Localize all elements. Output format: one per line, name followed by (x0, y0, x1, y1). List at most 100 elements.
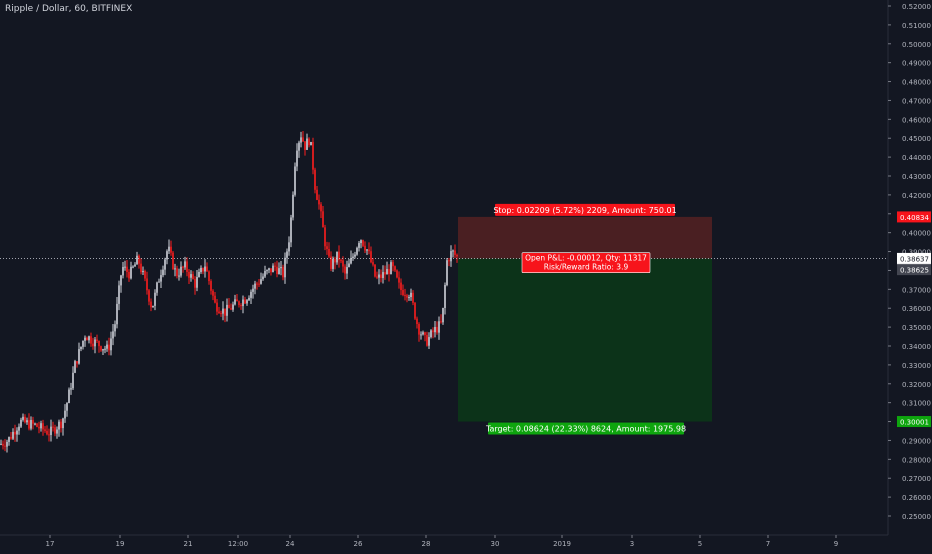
candle-body (16, 430, 18, 435)
candle-body (94, 339, 96, 347)
chart-title: Ripple / Dollar, 60, BITFINEX (5, 4, 133, 14)
candle-body (296, 150, 298, 167)
candle-body (358, 243, 360, 248)
y-tick-label: 0.45000 (902, 135, 931, 143)
candle-body (102, 349, 104, 351)
candle-body (64, 410, 66, 419)
candle-body (338, 251, 340, 261)
candle-body (316, 189, 318, 200)
candle-body (332, 259, 334, 269)
candle-body (142, 271, 144, 273)
candle-body (132, 266, 134, 268)
stop-zone[interactable] (458, 216, 712, 259)
candle-body (292, 194, 294, 218)
candle-body (452, 250, 454, 252)
candle-body (212, 290, 214, 296)
candle-body (76, 361, 78, 364)
candle-body (108, 344, 110, 351)
target-zone[interactable] (458, 258, 712, 422)
candle-body (162, 269, 164, 276)
candle-body (390, 262, 392, 275)
x-tick-label: 9 (834, 540, 838, 548)
candle-body (242, 299, 244, 307)
y-tick-label: 0.35000 (902, 324, 931, 332)
candle-body (226, 304, 228, 316)
candle-body (238, 301, 240, 306)
candle-body (172, 252, 174, 269)
candle-body (20, 419, 22, 427)
candle-body (164, 259, 166, 270)
candle-body (326, 246, 328, 250)
stop-label-bg (495, 203, 675, 216)
candle-body (78, 349, 80, 364)
candle-body (222, 308, 224, 314)
candle-body (306, 138, 308, 150)
candle-body (356, 247, 358, 255)
candle-body (336, 251, 338, 263)
candle-body (134, 264, 136, 267)
candle-body (202, 267, 204, 272)
y-tick-label: 0.26000 (902, 494, 931, 502)
candle-body (234, 299, 236, 305)
candle-body (344, 266, 346, 274)
candle-body (70, 388, 72, 390)
y-tick-label: 0.46000 (902, 116, 931, 124)
candle-body (276, 266, 278, 275)
target-price-badge: 0.30001 (900, 419, 929, 427)
candle-body (398, 277, 400, 283)
candle-body (96, 339, 98, 341)
candle-body (126, 266, 128, 273)
candle-body (232, 304, 234, 310)
candle-body (118, 285, 120, 304)
y-tick-label: 0.52000 (902, 3, 931, 11)
candle-body (428, 337, 430, 346)
candle-body (176, 268, 178, 276)
candle-body (236, 299, 238, 302)
candle-body (156, 282, 158, 293)
candle-body (150, 301, 152, 308)
candle-body (374, 264, 376, 277)
entry-price-badge: 0.38625 (900, 267, 929, 275)
candle-body (2, 443, 4, 446)
y-tick-label: 0.47000 (902, 97, 931, 105)
candle-body (62, 418, 64, 429)
x-tick-label: 12:00 (228, 540, 248, 548)
candle-body (350, 258, 352, 264)
y-tick-label: 0.44000 (902, 154, 931, 162)
y-tick-label: 0.50000 (902, 41, 931, 49)
candle-body (448, 260, 450, 262)
pnl-line: Open P&L: -0.00012, Qty: 11317 (525, 254, 647, 263)
candle-body (392, 262, 394, 267)
candle-body (342, 260, 344, 267)
candle-body (454, 250, 456, 255)
candle-body (252, 288, 254, 292)
candle-body (418, 324, 420, 335)
candle-body (190, 274, 192, 278)
candle-body (130, 266, 132, 279)
y-tick-label: 0.48000 (902, 79, 931, 87)
candle-body (68, 389, 70, 404)
candle-body (214, 295, 216, 303)
candle-body (320, 204, 322, 212)
candle-body (432, 330, 434, 333)
candle-body (378, 274, 380, 278)
stop-price-badge: 0.40834 (900, 214, 929, 222)
candle-body (82, 340, 84, 347)
candle-body (314, 169, 316, 190)
candle-body (110, 338, 112, 351)
candle-body (206, 266, 208, 272)
candle-body (310, 142, 312, 146)
candle-body (174, 268, 176, 270)
candle-body (244, 299, 246, 304)
candle-body (192, 274, 194, 280)
x-tick-label: 28 (422, 540, 431, 548)
x-tick-label: 17 (46, 540, 55, 548)
target-label: Target: 0.08624 (22.33%) 8624, Amount: 1… (485, 425, 686, 434)
candle-body (282, 267, 284, 278)
candle-body (100, 346, 102, 351)
candle-body (368, 249, 370, 252)
candle-body (372, 262, 374, 265)
candle-body (270, 268, 272, 273)
